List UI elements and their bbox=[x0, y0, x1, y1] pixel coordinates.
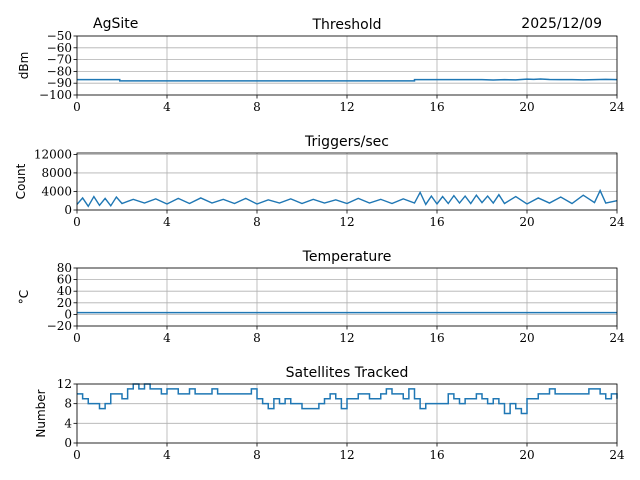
x-tick-label: 4 bbox=[163, 448, 171, 462]
x-tick-label: 24 bbox=[609, 215, 625, 229]
y-tick-label: −100 bbox=[39, 88, 72, 102]
y-tick-label: 4000 bbox=[41, 184, 72, 198]
axes-frame bbox=[76, 383, 618, 444]
y-tick-label: 80 bbox=[57, 261, 72, 275]
x-tick-label: 0 bbox=[73, 100, 81, 114]
subplot-triggers-sec: 0 4 8 12 16 20 24 0 4000 8000 12000 Triggers/sec Cou… bbox=[14, 134, 625, 229]
x-tick-label: 20 bbox=[519, 215, 534, 229]
y-tick-label: 8000 bbox=[41, 166, 72, 180]
y-tick-label: 8 bbox=[64, 397, 72, 411]
x-tick-label: 4 bbox=[163, 331, 171, 345]
y-tick-label: 0 bbox=[64, 436, 72, 450]
x-tick-label: 24 bbox=[609, 100, 625, 114]
x-tick-label: 16 bbox=[429, 331, 444, 345]
y-tick-label: −70 bbox=[47, 53, 72, 67]
axes-frame bbox=[76, 35, 618, 96]
x-tick-label: 16 bbox=[429, 100, 444, 114]
x-tick-label: 12 bbox=[339, 331, 354, 345]
x-tick-label: 0 bbox=[73, 215, 81, 229]
x-tick-label: 12 bbox=[339, 215, 354, 229]
x-tick-label: 20 bbox=[519, 100, 534, 114]
y-tick-label: −60 bbox=[47, 41, 72, 55]
x-tick-label: 4 bbox=[163, 215, 171, 229]
x-tick-label: 20 bbox=[519, 448, 534, 462]
y-axis-label: Number bbox=[34, 389, 48, 437]
series-line bbox=[77, 78, 618, 82]
y-tick-label: 12000 bbox=[34, 147, 72, 161]
date-label: 2025/12/09 bbox=[521, 16, 602, 32]
subplot-title: Threshold bbox=[312, 17, 382, 33]
x-tick-label: 8 bbox=[253, 331, 261, 345]
y-tick-label: 0 bbox=[64, 203, 72, 217]
x-tick-label: 12 bbox=[339, 448, 354, 462]
y-tick-label: 0 bbox=[64, 307, 72, 321]
x-tick-label: 24 bbox=[609, 331, 625, 345]
x-tick-label: 8 bbox=[253, 215, 261, 229]
series-line bbox=[76, 188, 618, 208]
x-tick-label: 4 bbox=[163, 100, 171, 114]
y-tick-label: 20 bbox=[57, 296, 72, 310]
axes-frame bbox=[76, 152, 618, 211]
y-tick-label: 12 bbox=[57, 377, 72, 391]
x-tick-label: 16 bbox=[429, 448, 444, 462]
y-tick-label: 40 bbox=[57, 284, 72, 298]
x-tick-label: 20 bbox=[519, 331, 534, 345]
series-line bbox=[77, 383, 618, 415]
y-axis-label: °C bbox=[17, 290, 31, 304]
y-tick-label: −20 bbox=[47, 319, 72, 333]
subplot-title: Satellites Tracked bbox=[286, 365, 409, 381]
x-tick-label: 8 bbox=[253, 448, 261, 462]
x-tick-label: 0 bbox=[73, 448, 81, 462]
y-tick-label: −90 bbox=[47, 76, 72, 90]
subplot-satellites-tracked: 0 4 8 12 16 20 24 0 4 8 12 Satellites Tracked Number bbox=[34, 365, 625, 462]
axes-frame bbox=[76, 267, 618, 327]
y-axis-label: dBm bbox=[17, 52, 31, 80]
y-tick-label: −80 bbox=[47, 64, 72, 78]
x-tick-label: 12 bbox=[339, 100, 354, 114]
site-label: AgSite bbox=[93, 16, 138, 32]
x-tick-label: 24 bbox=[609, 448, 625, 462]
subplot-title: Temperature bbox=[302, 249, 392, 265]
x-tick-label: 16 bbox=[429, 215, 444, 229]
subplot-title: Triggers/sec bbox=[304, 134, 389, 150]
y-tick-label: −50 bbox=[47, 29, 72, 43]
x-tick-label: 8 bbox=[253, 100, 261, 114]
y-tick-label: 4 bbox=[64, 416, 72, 430]
y-tick-label: 60 bbox=[57, 273, 72, 287]
subplot-threshold: 0 4 8 12 16 20 24 −100−90−80−70−60−50 Threshold d… bbox=[17, 17, 625, 114]
y-axis-label: Count bbox=[14, 163, 28, 199]
x-tick-label: 0 bbox=[73, 331, 81, 345]
